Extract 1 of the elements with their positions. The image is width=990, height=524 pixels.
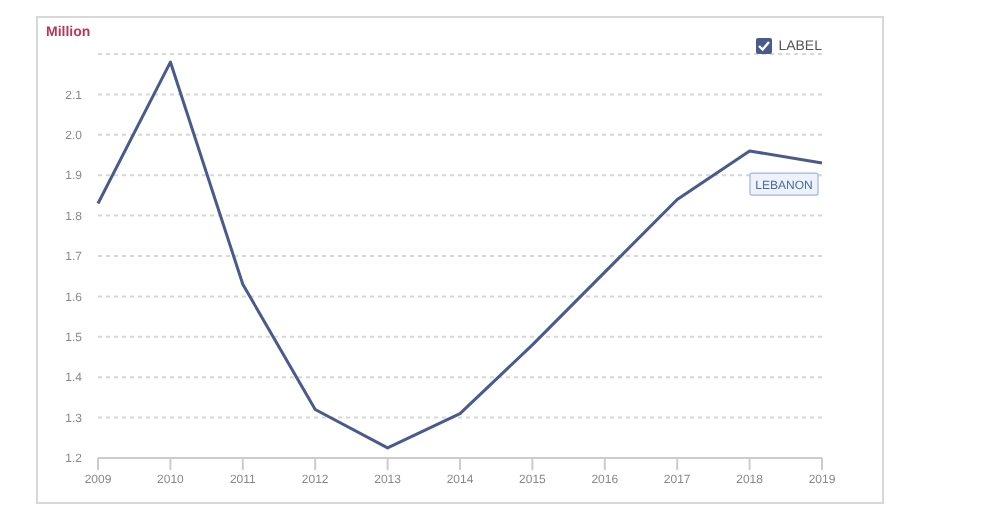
line-series bbox=[96, 60, 824, 450]
